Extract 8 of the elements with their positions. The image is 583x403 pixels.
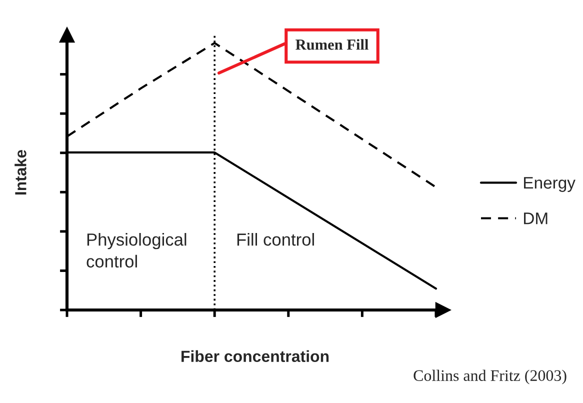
y-axis-title: Intake <box>14 150 26 195</box>
x-axis-title: Fiber concentration <box>182 350 329 362</box>
annotation: Fill control <box>237 233 314 246</box>
legend-label: Energy <box>524 177 576 192</box>
legend-label: DM <box>524 212 548 224</box>
annotation: Rumen Fill <box>296 39 368 50</box>
text: Collins and Fritz (2003) <box>414 370 566 384</box>
annotation: Physiological control <box>86 233 186 268</box>
